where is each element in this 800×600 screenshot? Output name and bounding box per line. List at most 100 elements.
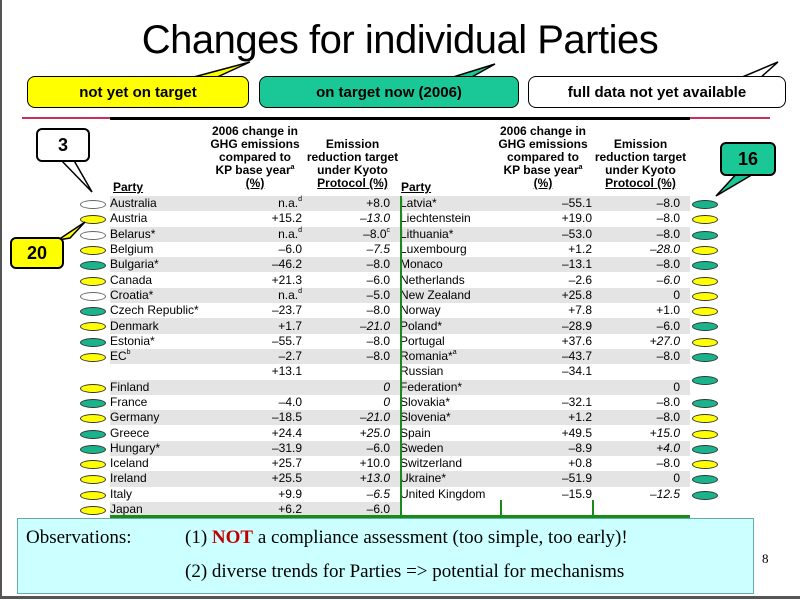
observation-1: (1) NOT a compliance assessment (too sim…	[185, 527, 628, 548]
party-name: Denmark	[110, 318, 210, 334]
party-name: Latvia*	[400, 196, 500, 212]
party-name: Australia	[110, 196, 210, 212]
reduction-target: –8.0	[302, 257, 400, 273]
reduction-target: –8.0	[592, 348, 690, 365]
reduction-target: +15.0	[649, 425, 680, 440]
header-change-left: 2006 change in GHG emissions compared to…	[210, 124, 300, 190]
emission-change: –18.5	[210, 410, 302, 426]
table-row: Bulgaria* –46.2 –8.0	[110, 257, 400, 273]
reduction-target: –28.0	[649, 242, 680, 257]
table-row: France –4.0 0	[110, 395, 400, 410]
status-data-unavailable-icon	[80, 230, 106, 240]
status-not-yet-on-target-icon	[80, 276, 106, 286]
table-row: Japan +6.2 –6.0	[110, 501, 400, 518]
reduction-target	[302, 364, 400, 379]
observations-box: Observations: (1) NOT a compliance asses…	[17, 518, 754, 594]
emission-change: n.a.d	[210, 196, 302, 212]
callout-yellow-count: 20	[10, 237, 64, 269]
party-name: Bulgaria*	[110, 257, 210, 273]
table-row: Ukraine* –51.9 0	[400, 471, 690, 487]
table-row: Finland 0	[110, 379, 400, 395]
emission-change: –4.0	[278, 395, 302, 409]
emission-change: –46.2	[210, 257, 302, 273]
table-row: Estonia* –55.7 –8.0	[110, 334, 400, 349]
observations-label: Observations:	[26, 527, 132, 548]
status-on-target-icon	[80, 444, 106, 454]
party-name: Poland*	[400, 318, 500, 334]
emission-change: n.a.d	[210, 226, 302, 242]
status-data-unavailable-icon	[80, 291, 106, 301]
reduction-target: –21.0	[302, 318, 400, 334]
reduction-target: –8.0	[656, 395, 680, 409]
party-name: Luxembourg	[400, 242, 467, 257]
party-name: Slovenia*	[400, 410, 500, 426]
status-on-target-icon	[692, 490, 718, 500]
table-row: Canada +21.3 –6.0	[110, 272, 400, 287]
emission-change: +1.2	[568, 242, 592, 257]
party-name: Belarus*	[110, 226, 210, 242]
status-data-unavailable-icon	[80, 200, 106, 209]
status-not-yet-on-target-icon	[692, 291, 718, 301]
reduction-target: –7.5	[366, 242, 390, 257]
header-target-left: Emission reduction target under Kyoto Pr…	[306, 137, 399, 190]
emission-change: –2.6	[568, 272, 592, 287]
emission-change: –2.7	[210, 348, 302, 365]
party-name: ECb	[110, 348, 210, 365]
table-row: Hungary* –31.9 –6.0	[110, 440, 400, 457]
status-not-yet-on-target-icon	[80, 460, 106, 470]
reduction-target	[592, 364, 690, 379]
party-name: Norway	[400, 303, 441, 318]
status-not-yet-on-target-icon	[80, 414, 106, 424]
reduction-target: –12.5	[649, 486, 680, 501]
parties-table-right: Latvia* –55.1 –8.0 Liechtenstein +19.0 –8.0 Li…	[400, 196, 690, 502]
status-on-target-icon	[692, 261, 718, 271]
party-name: France	[110, 395, 148, 409]
status-not-yet-on-target-icon	[80, 490, 106, 500]
party-name: Canada	[110, 272, 153, 287]
status-not-yet-on-target-icon	[692, 337, 718, 347]
table-top-rule	[110, 117, 690, 120]
status-on-target-icon	[692, 322, 718, 332]
table-row: +13.1	[110, 364, 400, 379]
status-on-target-icon	[692, 353, 718, 362]
emission-change: –8.9	[500, 440, 592, 457]
slide-title: Changes for individual Parties	[141, 18, 659, 62]
header-party-right: Party	[401, 180, 432, 194]
party-name: Sweden	[400, 440, 500, 457]
table-row: Federation* 0	[400, 379, 690, 395]
status-on-target-icon	[692, 398, 718, 408]
table-row: Slovenia* +1.2 –8.0	[400, 410, 690, 426]
table-row: Belgium –6.0 –7.5	[110, 242, 400, 257]
emission-change: +0.8	[568, 456, 592, 471]
page-number: 8	[762, 551, 769, 566]
party-name: Croatia*	[110, 287, 210, 304]
table-row: Ireland +25.5 +13.0	[110, 471, 400, 487]
emission-change: –51.9	[500, 471, 592, 487]
emission-change: –23.7	[271, 303, 302, 318]
emission-change: +1.7	[210, 318, 302, 334]
party-name: Liechtenstein	[400, 211, 471, 226]
table-row: Belarus* n.a.d –8.0c	[110, 226, 400, 242]
party-name: Czech Republic*	[110, 303, 199, 318]
emission-change: +24.4	[271, 425, 302, 440]
reduction-target: 0	[592, 379, 690, 395]
party-name: Netherlands	[400, 272, 465, 287]
status-on-target-icon	[80, 261, 106, 271]
party-name: Ireland	[110, 471, 210, 487]
emission-change: –53.0	[500, 226, 592, 242]
reduction-target: 0	[592, 287, 690, 304]
party-name: Slovakia*	[400, 395, 451, 409]
party-name: Federation*	[400, 379, 500, 395]
status-on-target-icon	[692, 475, 718, 485]
emission-change: +9.9	[278, 486, 302, 501]
reduction-target: –8.0	[366, 333, 390, 348]
status-not-yet-on-target-icon	[692, 460, 718, 470]
table-row: Austria +15.2 –13.0	[110, 211, 400, 226]
table-tick-1	[500, 500, 502, 516]
emission-change: –55.1	[500, 196, 592, 212]
table-row: Switzerland +0.8 –8.0	[400, 456, 690, 471]
table-row: Romania*a –43.7 –8.0	[400, 348, 690, 365]
callout-white-count: 3	[36, 128, 90, 162]
reduction-target: –8.0	[366, 303, 390, 318]
reduction-target: –6.0	[302, 501, 400, 518]
